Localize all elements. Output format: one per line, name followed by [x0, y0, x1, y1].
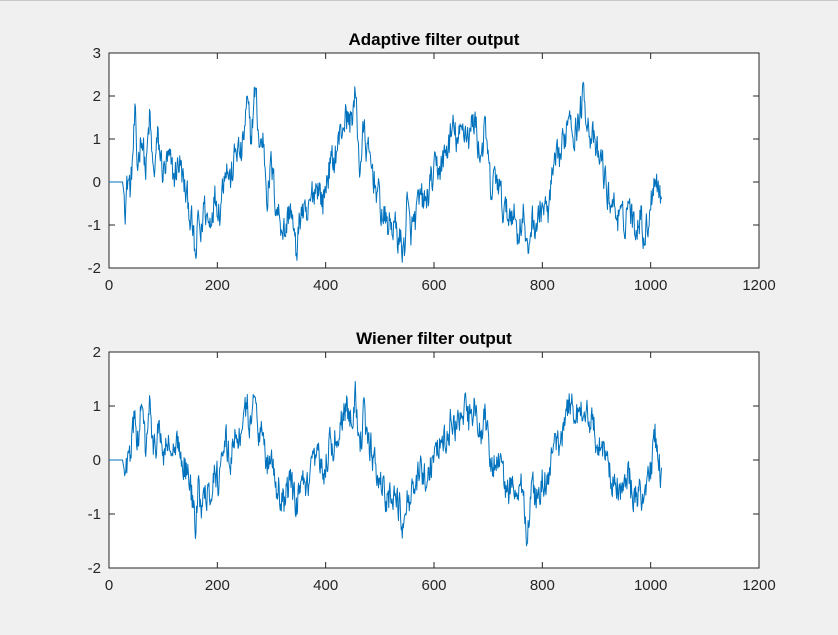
x-tick-label: 800 — [530, 277, 555, 294]
x-tick-label: 1200 — [742, 577, 775, 594]
y-tick-label: -1 — [88, 506, 101, 523]
y-tick-label: 3 — [93, 45, 101, 62]
y-tick-label: 2 — [93, 88, 101, 105]
y-tick-label: 1 — [93, 131, 101, 148]
series-line — [109, 81, 662, 263]
y-tick-label: -2 — [88, 260, 101, 277]
x-tick-label: 600 — [421, 577, 446, 594]
x-tick-label: 200 — [205, 577, 230, 594]
y-tick-label: 0 — [93, 452, 101, 469]
y-tick-label: -2 — [88, 560, 101, 577]
plot-title: Wiener filter output — [356, 329, 512, 348]
plot-title: Adaptive filter output — [349, 30, 520, 49]
y-tick-label: 0 — [93, 174, 101, 191]
x-tick-label: 1200 — [742, 277, 775, 294]
y-tick-label: 2 — [93, 344, 101, 361]
series-line — [109, 380, 662, 547]
y-tick-label: 1 — [93, 398, 101, 415]
x-tick-label: 800 — [530, 577, 555, 594]
x-tick-label: 0 — [105, 577, 113, 594]
x-tick-label: 0 — [105, 277, 113, 294]
x-tick-label: 1000 — [634, 577, 667, 594]
x-tick-label: 200 — [205, 277, 230, 294]
x-tick-label: 400 — [313, 277, 338, 294]
y-tick-label: -1 — [88, 217, 101, 234]
axes-1: Adaptive filter output 0 200 400 600 800 1000 1… — [88, 30, 776, 294]
x-tick-label: 400 — [313, 577, 338, 594]
x-tick-label: 600 — [421, 277, 446, 294]
x-tick-label: 1000 — [634, 277, 667, 294]
